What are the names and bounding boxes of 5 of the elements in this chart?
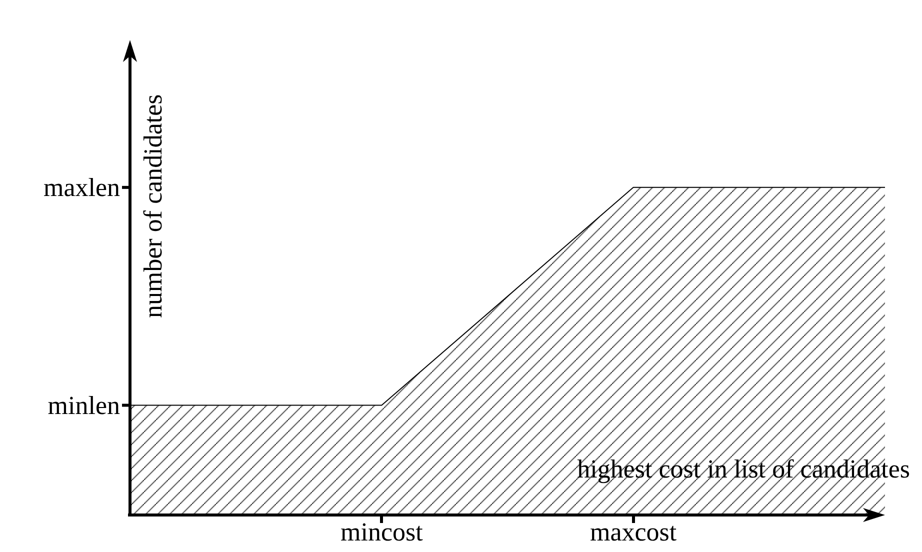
x-tick-label: maxcost	[590, 518, 678, 546]
y-axis-title: number of candidates	[138, 94, 168, 318]
x-tick-label: mincost	[340, 518, 424, 546]
text: maxlen	[43, 172, 120, 202]
text: minlen	[48, 390, 120, 420]
